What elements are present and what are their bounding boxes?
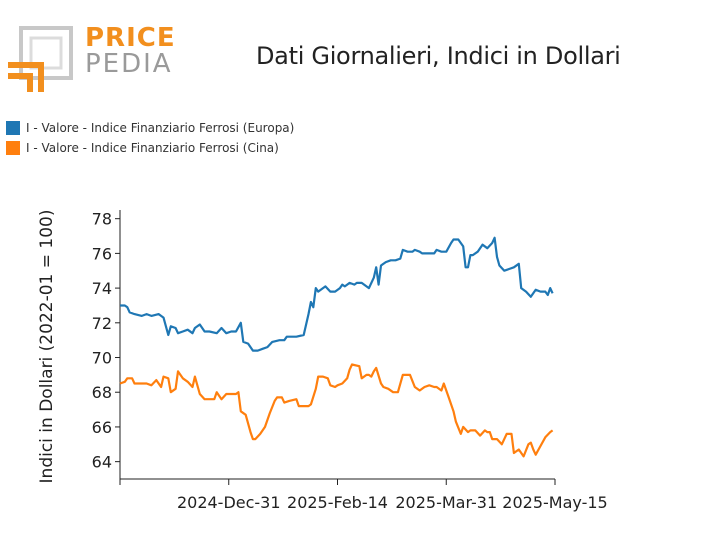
legend-label-cina: I - Valore - Indice Finanziario Ferrosi … [26, 141, 279, 155]
y-axis-label: Indici in Dollari (2022-01 = 100) [37, 210, 57, 484]
y-tick-label: 72 [92, 314, 112, 333]
legend-item-cina[interactable]: I - Valore - Indice Finanziario Ferrosi … [6, 138, 294, 158]
y-tick-label: 64 [92, 453, 112, 472]
y-tick-label: 68 [92, 383, 112, 402]
legend-label-europa: I - Valore - Indice Finanziario Ferrosi … [26, 121, 295, 135]
series-line-europa [120, 236, 554, 352]
y-tick-label: 70 [92, 349, 112, 368]
logo-mark-icon [8, 26, 73, 92]
x-tick-label: 2025-May-15 [502, 493, 607, 512]
x-tick-label: 2025-Feb-14 [287, 493, 388, 512]
y-tick-label: 78 [92, 210, 112, 229]
chart-legend: I - Valore - Indice Finanziario Ferrosi … [6, 118, 294, 158]
chart-title: Dati Giornalieri, Indici in Dollari [256, 42, 621, 70]
x-tick-label: 2024-Dec-31 [177, 493, 281, 512]
y-tick-label: 66 [92, 418, 112, 437]
pricepedia-logo: PRICE PEDIA [6, 20, 175, 96]
legend-item-europa[interactable]: I - Valore - Indice Finanziario Ferrosi … [6, 118, 294, 138]
logo-text-price: PRICE [85, 23, 176, 53]
y-tick-label: 76 [92, 244, 112, 263]
legend-swatch-europa [6, 121, 20, 135]
y-tick-label: 74 [92, 279, 112, 298]
logo-text-pedia: PEDIA [85, 49, 173, 79]
legend-swatch-cina [6, 141, 20, 155]
x-tick-label: 2025-Mar-31 [395, 493, 497, 512]
series-line-cina [119, 363, 554, 458]
